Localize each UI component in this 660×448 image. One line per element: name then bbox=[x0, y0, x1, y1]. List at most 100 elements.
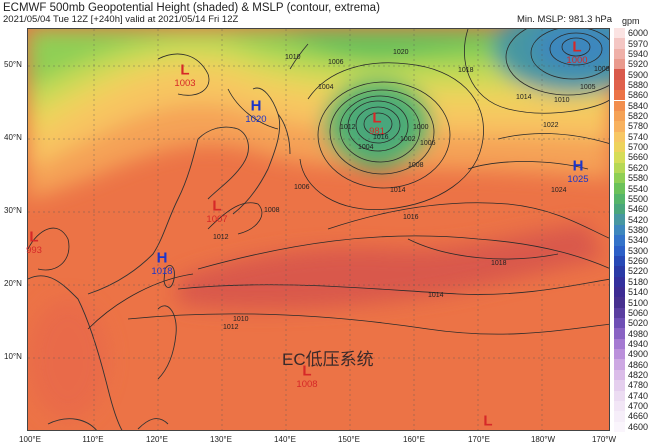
pressure-value-label: 981 bbox=[369, 126, 385, 137]
colorbar-label: 5420 bbox=[628, 214, 649, 225]
colorbar-entry: 5100 bbox=[614, 297, 660, 308]
colorbar-swatch bbox=[614, 193, 625, 205]
longitude-tick-label: 160°E bbox=[403, 435, 425, 444]
isobar-value-label: 1010 bbox=[233, 316, 249, 323]
colorbar-entry: 5380 bbox=[614, 224, 660, 236]
colorbar-swatch bbox=[614, 28, 625, 39]
colorbar-label: 5880 bbox=[628, 79, 649, 90]
isobar-value-label: 1014 bbox=[428, 292, 444, 299]
colorbar-entry: 5700 bbox=[614, 141, 660, 153]
colorbar-label: 5970 bbox=[628, 38, 649, 49]
colorbar-swatch bbox=[614, 235, 625, 246]
colorbar-entry: 5920 bbox=[614, 59, 660, 70]
isobar-value-label: 1016 bbox=[403, 214, 419, 221]
high-pressure-marker: H bbox=[250, 97, 262, 115]
isobar-value-label: 1004 bbox=[318, 84, 334, 91]
chart-subtitle: 2021/05/04 Tue 12Z [+240h] valid at 2021… bbox=[3, 14, 239, 25]
colorbar-swatch bbox=[614, 131, 625, 142]
colorbar-label: 4900 bbox=[628, 349, 649, 360]
colorbar-swatch bbox=[614, 79, 625, 91]
colorbar-entry: 5020 bbox=[614, 318, 660, 329]
colorbar-label: 4780 bbox=[628, 380, 649, 391]
annotation-text: EC低压系统 bbox=[282, 350, 374, 369]
pressure-value-label: 1007 bbox=[206, 214, 228, 225]
colorbar-swatch bbox=[614, 48, 625, 60]
isobar-value-label: 1010 bbox=[285, 54, 301, 61]
colorbar-label: 5620 bbox=[628, 162, 649, 173]
colorbar-swatch bbox=[614, 100, 625, 111]
low-pressure-marker: L bbox=[212, 197, 222, 215]
colorbar-entry: 5220 bbox=[614, 266, 660, 277]
geopotential-field bbox=[28, 29, 609, 419]
colorbar-entry: 5900 bbox=[614, 69, 660, 80]
colorbar-swatch bbox=[614, 173, 625, 184]
colorbar-swatch bbox=[614, 183, 625, 194]
low-pressure-marker: L bbox=[180, 61, 190, 79]
colorbar-entry: 4600 bbox=[614, 421, 660, 432]
colorbar-entry: 4780 bbox=[614, 380, 660, 391]
isobar-value-label: 1022 bbox=[543, 122, 559, 129]
colorbar-entry: 4700 bbox=[614, 400, 660, 412]
map-panel: 1020 1018 1014 1012 1016 1004 1008 1006 1002 1000… bbox=[27, 28, 610, 431]
isobar-value-label: 1018 bbox=[458, 67, 474, 74]
colorbar-label: 4700 bbox=[628, 401, 649, 412]
colorbar-swatch bbox=[614, 110, 625, 122]
colorbar: 6000 5970 5940 5920 5900 5880 5860 5840 5820 5780… bbox=[614, 28, 660, 436]
pressure-value-label: 1008 bbox=[296, 379, 318, 390]
colorbar-entry: 4900 bbox=[614, 349, 660, 360]
isobar-value-label: 1008 bbox=[408, 162, 424, 169]
colorbar-label: 5460 bbox=[628, 204, 649, 215]
isobar-value-label: 1014 bbox=[390, 187, 406, 194]
pressure-value-label: 1025 bbox=[567, 174, 589, 185]
low-pressure-marker: L bbox=[483, 412, 493, 430]
isobar-value-label: 1008 bbox=[264, 207, 280, 214]
colorbar-entry: 4820 bbox=[614, 369, 660, 381]
chart-title: ECMWF 500mb Geopotential Height (shaded)… bbox=[3, 2, 380, 14]
longitude-tick-label: 120°E bbox=[146, 435, 168, 444]
colorbar-entry: 6000 bbox=[614, 28, 660, 39]
colorbar-label: 5900 bbox=[628, 69, 649, 80]
isobar-value-label: 1012 bbox=[213, 234, 229, 241]
colorbar-label: 5780 bbox=[628, 121, 649, 132]
mslp-isobars bbox=[28, 29, 609, 335]
colorbar-entry: 5420 bbox=[614, 214, 660, 225]
pressure-value-label: 1000 bbox=[566, 55, 588, 66]
isobar-value-label: 1020 bbox=[393, 49, 409, 56]
latitude-tick-label: 30°N bbox=[4, 206, 22, 215]
colorbar-label: 5740 bbox=[628, 131, 649, 142]
low-pressure-marker: L bbox=[372, 109, 382, 127]
colorbar-label: 5860 bbox=[628, 90, 649, 101]
low-pressure-marker: L bbox=[572, 38, 582, 56]
colorbar-swatch bbox=[614, 307, 625, 319]
colorbar-label: 5940 bbox=[628, 48, 649, 59]
colorbar-entry: 5970 bbox=[614, 38, 660, 49]
longitude-tick-label: 130°E bbox=[210, 435, 232, 444]
longitude-tick-label: 140°E bbox=[274, 435, 296, 444]
low-pressure-marker: L bbox=[302, 362, 312, 380]
colorbar-swatch bbox=[614, 297, 625, 308]
pressure-value-label: 993 bbox=[26, 245, 42, 256]
isobar-value-label: 1004 bbox=[358, 144, 374, 151]
colorbar-swatch bbox=[614, 245, 625, 256]
colorbar-entry: 4660 bbox=[614, 411, 660, 422]
pressure-value-label: 1003 bbox=[174, 78, 196, 89]
colorbar-entry: 5780 bbox=[614, 121, 660, 132]
colorbar-swatch bbox=[614, 266, 625, 277]
latitude-tick-label: 40°N bbox=[4, 133, 22, 142]
isobar-value-label: 1002 bbox=[400, 136, 416, 143]
colorbar-swatch bbox=[614, 141, 625, 153]
longitude-tick-label: 170°E bbox=[468, 435, 490, 444]
colorbar-entry: 5340 bbox=[614, 235, 660, 246]
colorbar-label: 5220 bbox=[628, 266, 649, 277]
latitude-tick-label: 10°N bbox=[4, 352, 22, 361]
colorbar-label: 4940 bbox=[628, 338, 649, 349]
isobar-value-label: 1012 bbox=[223, 324, 239, 331]
colorbar-entry: 5620 bbox=[614, 162, 660, 173]
isobar-label-group: 1020 1018 1014 1012 1016 1004 1008 1006 1002 1000… bbox=[213, 49, 609, 331]
colorbar-label: 5380 bbox=[628, 224, 649, 235]
colorbar-label: 5100 bbox=[628, 297, 649, 308]
colorbar-entry: 5180 bbox=[614, 276, 660, 287]
colorbar-label: 5540 bbox=[628, 183, 649, 194]
colorbar-swatch bbox=[614, 318, 625, 329]
colorbar-label: 5020 bbox=[628, 318, 649, 329]
